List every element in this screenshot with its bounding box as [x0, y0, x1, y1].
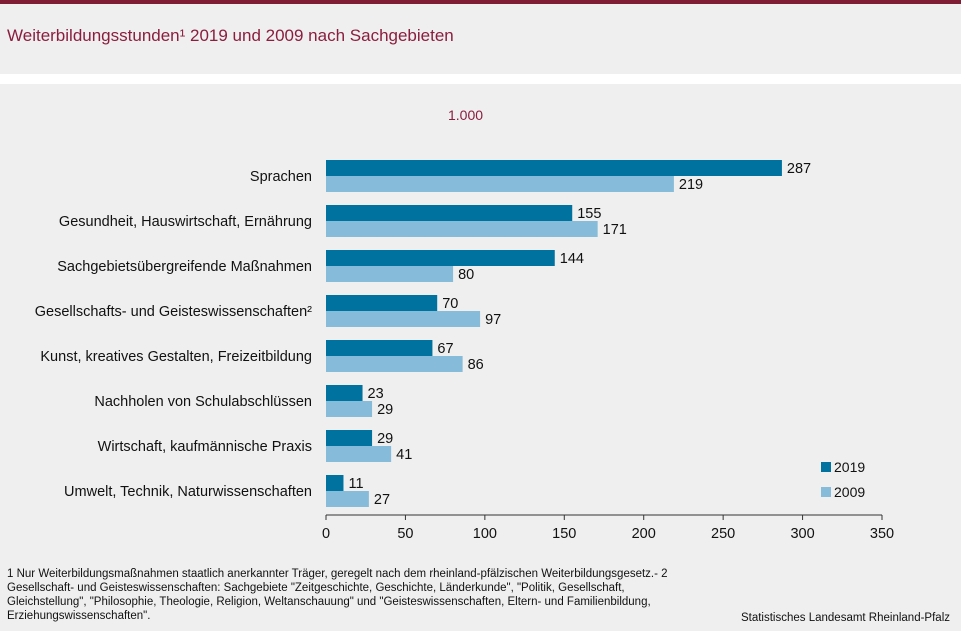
source-note: Statistisches Landesamt Rheinland-Pfalz: [740, 612, 950, 624]
bar-2019: [326, 475, 344, 491]
category-label: Gesundheit, Hauswirtschaft, Ernährung: [59, 214, 312, 230]
category-label: Gesellschafts- und Geisteswissenschaften…: [35, 304, 312, 320]
data-label: 29: [377, 431, 393, 447]
data-label: 97: [485, 312, 501, 328]
legend-label-2009: 2009: [834, 483, 866, 500]
data-label: 29: [377, 402, 393, 418]
data-label: 11: [348, 476, 363, 492]
legend-item-2009: 2009: [821, 479, 865, 504]
bar-2019: [326, 385, 363, 401]
x-tick-label: 50: [397, 526, 413, 542]
footnote: 1 Nur Weiterbildungsmaßnahmen staatlich …: [7, 568, 668, 622]
legend-item-2019: 2019: [821, 454, 865, 479]
bar-2009: [326, 491, 369, 507]
data-label: 155: [577, 206, 601, 222]
bar-2009: [326, 266, 454, 282]
category-label: Kunst, kreatives Gestalten, Freizeitbild…: [40, 349, 312, 365]
top-accent-bar: [0, 0, 961, 4]
x-tick-label: 300: [790, 526, 814, 542]
bar-2019: [326, 205, 573, 221]
data-label: 171: [603, 222, 627, 238]
chart-title: Weiterbildungsstunden¹ 2019 und 2009 nac…: [7, 26, 454, 45]
x-tick-label: 350: [870, 526, 894, 542]
category-label: Sprachen: [250, 169, 312, 185]
data-label: 67: [437, 341, 453, 357]
bar-2009: [326, 311, 481, 327]
x-tick-label: 250: [711, 526, 735, 542]
bar-2019: [326, 295, 438, 311]
data-label: 287: [787, 161, 811, 177]
data-label: 219: [679, 177, 703, 193]
bar-2009: [326, 446, 392, 462]
data-label: 41: [396, 447, 412, 463]
category-label: Wirtschaft, kaufmännische Praxis: [98, 439, 312, 455]
bar-2009: [326, 221, 598, 237]
bar-2009: [326, 356, 463, 372]
legend-swatch-2009: [821, 486, 831, 497]
bar-2009: [326, 176, 674, 192]
data-label: 70: [442, 296, 458, 312]
bar-2019: [326, 160, 782, 176]
x-tick-label: 150: [552, 526, 576, 542]
data-label: 23: [368, 386, 384, 402]
bar-chart: Sprachen 287 219 Gesundheit, Hauswirtschaft…: [35, 160, 894, 542]
unit-label: 1.000: [448, 107, 484, 123]
bar-2019: [326, 430, 373, 446]
bar-2009: [326, 401, 373, 417]
legend-label-2019: 2019: [834, 458, 866, 475]
legend: 2019 2009: [821, 454, 865, 504]
category-label: Umwelt, Technik, Naturwissenschaften: [64, 484, 312, 500]
x-tick-label: 200: [632, 526, 656, 542]
legend-swatch-2019: [821, 461, 831, 472]
header-divider: [0, 74, 961, 84]
category-label: Nachholen von Schulabschlüssen: [94, 394, 312, 410]
data-label: 80: [458, 267, 474, 283]
category-label: Sachgebietsübergreifende Maßnahmen: [57, 259, 312, 275]
bar-2019: [326, 250, 555, 266]
data-label: 86: [468, 357, 484, 373]
x-tick-label: 0: [322, 526, 330, 542]
data-label: 27: [374, 492, 390, 508]
bar-2019: [326, 340, 433, 356]
x-tick-label: 100: [473, 526, 497, 542]
data-label: 144: [560, 251, 584, 267]
